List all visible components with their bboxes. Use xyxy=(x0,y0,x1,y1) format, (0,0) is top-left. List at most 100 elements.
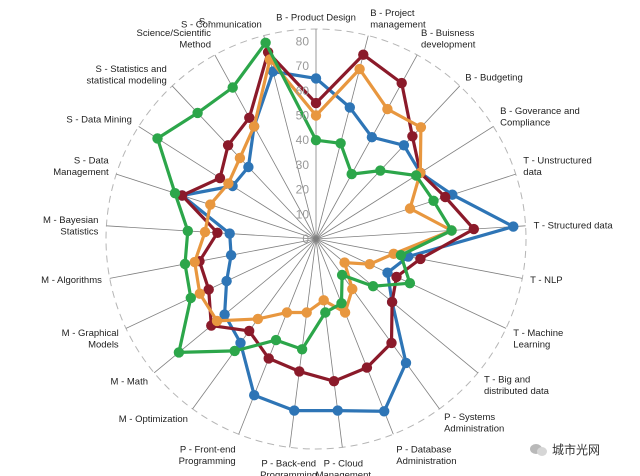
series-2-point xyxy=(203,284,214,295)
series-1-point xyxy=(243,161,254,173)
series-4-point xyxy=(152,133,163,144)
series-1-point xyxy=(289,405,300,416)
axis-label: B - Budgeting xyxy=(465,73,523,84)
series-1-point xyxy=(219,309,230,320)
series-2-point xyxy=(214,172,226,184)
axis-label-line: T - Structured data xyxy=(534,221,614,232)
series-4-point xyxy=(192,107,203,119)
axis-label: T - Big and distributed data xyxy=(484,374,550,397)
series-3-point xyxy=(281,307,293,318)
series-3-point xyxy=(211,315,223,327)
series-1-point xyxy=(332,405,343,416)
axis-label-line: P - Systems xyxy=(444,412,495,423)
series-1-point xyxy=(366,132,378,143)
axis-label-line: M - Graphical xyxy=(62,328,119,339)
series-4-point xyxy=(296,344,308,355)
grid-spoke xyxy=(315,238,440,410)
radial-tick-label: 40 xyxy=(296,133,310,147)
series-1-point xyxy=(310,73,322,84)
axis-label: S - Data Mining xyxy=(66,115,131,126)
series-3-point xyxy=(318,295,329,306)
axis-label-line: Science/Scientific xyxy=(137,28,212,39)
grid-spoke xyxy=(109,238,317,279)
series-4-point xyxy=(336,298,347,309)
radar-grid xyxy=(105,28,527,450)
series-1-point xyxy=(235,337,246,349)
axis-label-line: Learning xyxy=(513,340,550,351)
radial-tick-label: 60 xyxy=(296,84,310,98)
axis-label-line: Management xyxy=(316,470,372,476)
series-3-point xyxy=(364,259,375,270)
radial-tick-label: 30 xyxy=(296,158,310,172)
series-3-point xyxy=(382,103,393,115)
series-4-point xyxy=(336,269,348,281)
series-4-point xyxy=(185,292,196,304)
grid-spoke xyxy=(315,85,461,240)
axis-label: S - Statistics and statistical modeling xyxy=(87,64,167,87)
radial-tick-label: 80 xyxy=(296,34,310,48)
axis-label-line: B - Buisness xyxy=(421,28,475,39)
series-3-point xyxy=(194,288,205,299)
series-1-point xyxy=(382,267,393,278)
series-3-point xyxy=(248,121,260,132)
axis-label: M - Optimization xyxy=(119,414,188,425)
series-2-point xyxy=(361,362,373,373)
axis-label: T - Unstructured data xyxy=(523,155,591,178)
axis-label-line: statistical modeling xyxy=(87,75,167,86)
axis-label: M - Graphical Models xyxy=(62,328,119,351)
radial-tick-label: 70 xyxy=(296,59,310,73)
axis-label-line: T - Unstructured xyxy=(523,155,591,166)
series-3-point xyxy=(339,307,351,318)
series-4-point xyxy=(335,138,346,149)
series-2-point xyxy=(468,223,479,235)
series-4-point xyxy=(310,135,322,146)
axis-label-line: P - Database xyxy=(396,445,451,456)
grid-spoke xyxy=(315,173,516,240)
series-1-point xyxy=(225,250,237,261)
grid-spoke xyxy=(125,238,317,329)
axis-label-line: B - Goverance and xyxy=(500,106,580,117)
axis-label: P - Database Administration xyxy=(396,445,456,468)
series-3-point xyxy=(415,122,427,133)
series-3-point xyxy=(205,199,216,210)
series-1-point xyxy=(344,102,355,113)
wechat-icon xyxy=(530,443,548,457)
axis-label-line: P - Cloud xyxy=(324,458,363,469)
radar-series xyxy=(152,37,519,417)
axis-label-line: S - Data xyxy=(74,155,110,166)
radial-tick-label: 10 xyxy=(296,207,310,221)
axis-label-line: Administration xyxy=(444,423,504,434)
grid-spoke xyxy=(315,126,494,240)
axis-label-line: Administration xyxy=(396,456,456,467)
series-3-point xyxy=(404,203,416,214)
series-4-point xyxy=(428,195,439,206)
axis-label: S - Communication xyxy=(181,19,262,30)
axis-label-line: Statistics xyxy=(60,226,98,237)
axis-label: T - Structured data xyxy=(534,221,614,232)
series-4-point xyxy=(395,250,407,261)
axis-label: M - Math xyxy=(111,377,148,388)
series-3-point xyxy=(310,110,322,121)
series-4-point xyxy=(260,37,271,48)
watermark: 城市光网 xyxy=(530,441,600,458)
axis-label: S - Data Management xyxy=(53,155,109,178)
series-2-point xyxy=(212,227,223,238)
axis-label-line: M - Bayesian xyxy=(43,215,98,226)
axis-label-line: B - Project xyxy=(370,8,415,19)
axis-label-line: P - Back-end xyxy=(261,458,316,469)
series-1-point xyxy=(400,357,412,369)
series-1-point xyxy=(379,406,390,417)
axis-label-line: B - Product Design xyxy=(276,13,356,24)
series-2-point xyxy=(310,97,322,109)
axis-label: M - Algorithms xyxy=(41,275,102,286)
series-4-point xyxy=(375,165,386,176)
axis-label-line: data xyxy=(523,167,542,178)
series-2-point xyxy=(391,271,402,283)
series-4-point xyxy=(227,82,238,93)
series-4-point xyxy=(410,170,422,181)
series-4-point xyxy=(367,281,379,292)
axis-label-line: Management xyxy=(53,167,109,178)
grid-spoke xyxy=(315,238,394,435)
series-2-point xyxy=(263,353,274,364)
axis-label-line: development xyxy=(421,40,476,51)
